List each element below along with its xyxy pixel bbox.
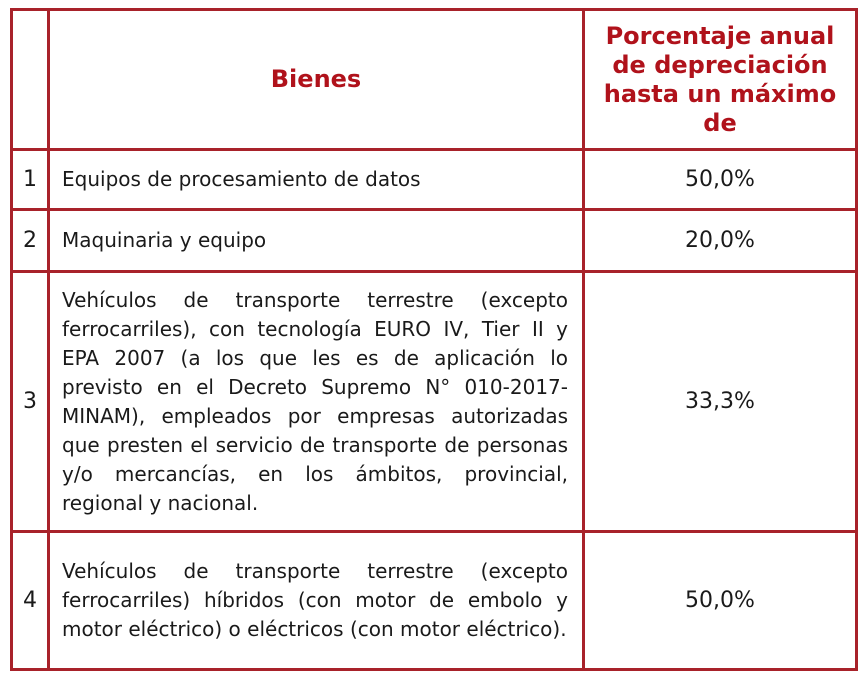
table-row: 3 Vehículos de transporte terrestre (exc… bbox=[10, 270, 858, 533]
header-percent: Porcentaje anual de depreciación hasta u… bbox=[582, 8, 858, 151]
row-number: 3 bbox=[10, 270, 50, 533]
table-row: 1 Equipos de procesamiento de datos 50,0… bbox=[10, 148, 858, 211]
row-number: 4 bbox=[10, 530, 50, 671]
table-row: 4 Vehículos de transporte terrestre (exc… bbox=[10, 530, 858, 671]
row-percent: 33,3% bbox=[582, 270, 858, 533]
table-header-row: Bienes Porcentaje anual de depreciación … bbox=[10, 8, 858, 151]
row-number: 2 bbox=[10, 208, 50, 273]
row-percent: 20,0% bbox=[582, 208, 858, 273]
row-description: Maquinaria y equipo bbox=[47, 208, 585, 273]
row-description: Vehículos de transporte terrestre (excep… bbox=[47, 530, 585, 671]
row-percent: 50,0% bbox=[582, 530, 858, 671]
header-number-cell bbox=[10, 8, 50, 151]
table-row: 2 Maquinaria y equipo 20,0% bbox=[10, 208, 858, 273]
row-description: Vehículos de transporte terrestre (excep… bbox=[47, 270, 585, 533]
row-percent: 50,0% bbox=[582, 148, 858, 211]
row-description: Equipos de procesamiento de datos bbox=[47, 148, 585, 211]
header-goods: Bienes bbox=[47, 8, 585, 151]
depreciation-table: Bienes Porcentaje anual de depreciación … bbox=[10, 8, 858, 671]
row-number: 1 bbox=[10, 148, 50, 211]
